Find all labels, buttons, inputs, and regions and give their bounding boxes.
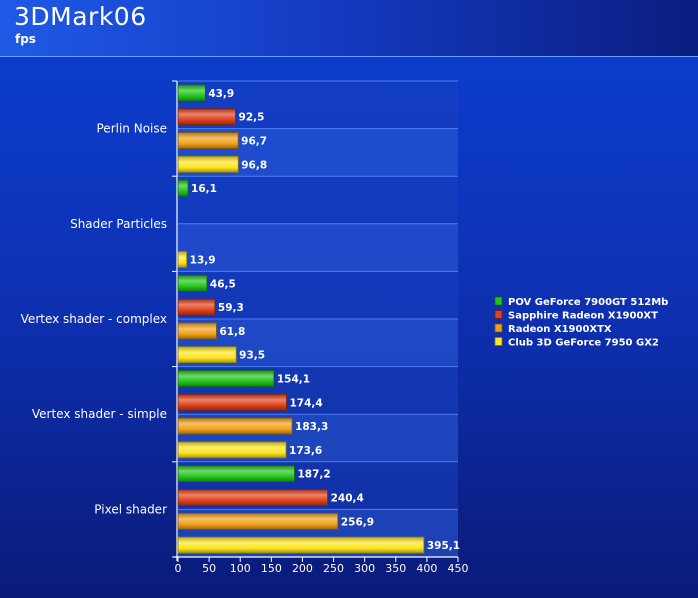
legend-label: Club 3D GeForce 7950 GX2 bbox=[508, 338, 659, 349]
chart-header: 3DMark06 fps bbox=[0, 0, 698, 57]
data-label: 61,8 bbox=[219, 326, 245, 338]
category-label: Vertex shader - complex bbox=[21, 312, 167, 326]
bar-pov-geforce-7900gt-512mb bbox=[177, 370, 275, 387]
bar-sapphire-radeon-x1900xt bbox=[177, 108, 236, 126]
x-tick-label: 0 bbox=[175, 562, 182, 575]
x-tick-label: 350 bbox=[385, 562, 406, 575]
x-tick-label: 50 bbox=[202, 562, 216, 575]
legend-swatch bbox=[494, 337, 503, 346]
data-label: 174,4 bbox=[290, 397, 323, 409]
bar-radeon-x1900xtx bbox=[177, 322, 217, 340]
bar-radeon-x1900xtx bbox=[177, 132, 239, 149]
legend-swatch bbox=[494, 296, 503, 306]
data-label: 43,9 bbox=[208, 88, 234, 100]
data-label: 16,1 bbox=[191, 183, 217, 195]
x-tick-label: 250 bbox=[323, 562, 344, 575]
data-label: 240,4 bbox=[331, 493, 364, 505]
x-tick-label: 150 bbox=[261, 562, 282, 575]
bar-club-3d-geforce-7950-gx2 bbox=[177, 346, 237, 364]
legend-swatch bbox=[494, 310, 503, 319]
data-label: 183,3 bbox=[295, 421, 328, 433]
data-label: 96,7 bbox=[241, 136, 267, 148]
x-tick-label: 200 bbox=[292, 562, 313, 575]
data-label: 187,2 bbox=[297, 469, 330, 481]
bar-radeon-x1900xtx bbox=[177, 417, 293, 435]
bar-sapphire-radeon-x1900xt bbox=[177, 298, 216, 316]
data-label: 395,1 bbox=[427, 540, 460, 552]
data-label: 173,6 bbox=[289, 445, 322, 457]
data-label: 46,5 bbox=[210, 278, 236, 290]
data-label: 256,9 bbox=[341, 516, 374, 528]
plot-band bbox=[178, 271, 458, 319]
bar-pov-geforce-7900gt-512mb bbox=[177, 274, 208, 292]
bar-pov-geforce-7900gt-512mb bbox=[177, 84, 206, 102]
plot-band bbox=[178, 176, 458, 224]
data-label: 92,5 bbox=[239, 112, 265, 124]
category-label: Pixel shader bbox=[94, 502, 167, 516]
legend-label: Radeon X1900XTX bbox=[508, 324, 612, 335]
data-label: 154,1 bbox=[277, 374, 310, 386]
bar-club-3d-geforce-7950-gx2 bbox=[177, 441, 287, 459]
chart-subtitle: fps bbox=[15, 32, 36, 46]
plot-band bbox=[178, 223, 458, 272]
legend-swatch bbox=[494, 323, 503, 333]
category-label: Shader Particles bbox=[70, 217, 167, 231]
legend-label: POV GeForce 7900GT 512Mb bbox=[508, 297, 668, 308]
data-label: 59,3 bbox=[218, 302, 244, 314]
legend-label: Sapphire Radeon X1900XT bbox=[508, 311, 658, 322]
category-label: Vertex shader - simple bbox=[32, 407, 167, 421]
data-label: 93,5 bbox=[239, 350, 265, 362]
x-tick-label: 300 bbox=[354, 562, 375, 575]
bar-club-3d-geforce-7950-gx2 bbox=[177, 155, 239, 173]
data-label: 13,9 bbox=[190, 255, 216, 267]
bar-club-3d-geforce-7950-gx2 bbox=[177, 251, 188, 268]
x-tick-label: 450 bbox=[448, 562, 469, 575]
x-tick-label: 400 bbox=[416, 562, 437, 575]
category-label: Perlin Noise bbox=[97, 122, 168, 136]
x-tick-label: 100 bbox=[230, 562, 251, 575]
chart-title: 3DMark06 bbox=[14, 2, 147, 31]
bar-sapphire-radeon-x1900xt bbox=[177, 393, 287, 411]
bar-radeon-x1900xtx bbox=[177, 512, 339, 530]
bar-club-3d-geforce-7950-gx2 bbox=[177, 536, 425, 554]
bar-pov-geforce-7900gt-512mb bbox=[177, 179, 189, 197]
bar-pov-geforce-7900gt-512mb bbox=[177, 465, 295, 483]
data-label: 96,8 bbox=[241, 159, 267, 171]
bar-sapphire-radeon-x1900xt bbox=[177, 489, 328, 506]
